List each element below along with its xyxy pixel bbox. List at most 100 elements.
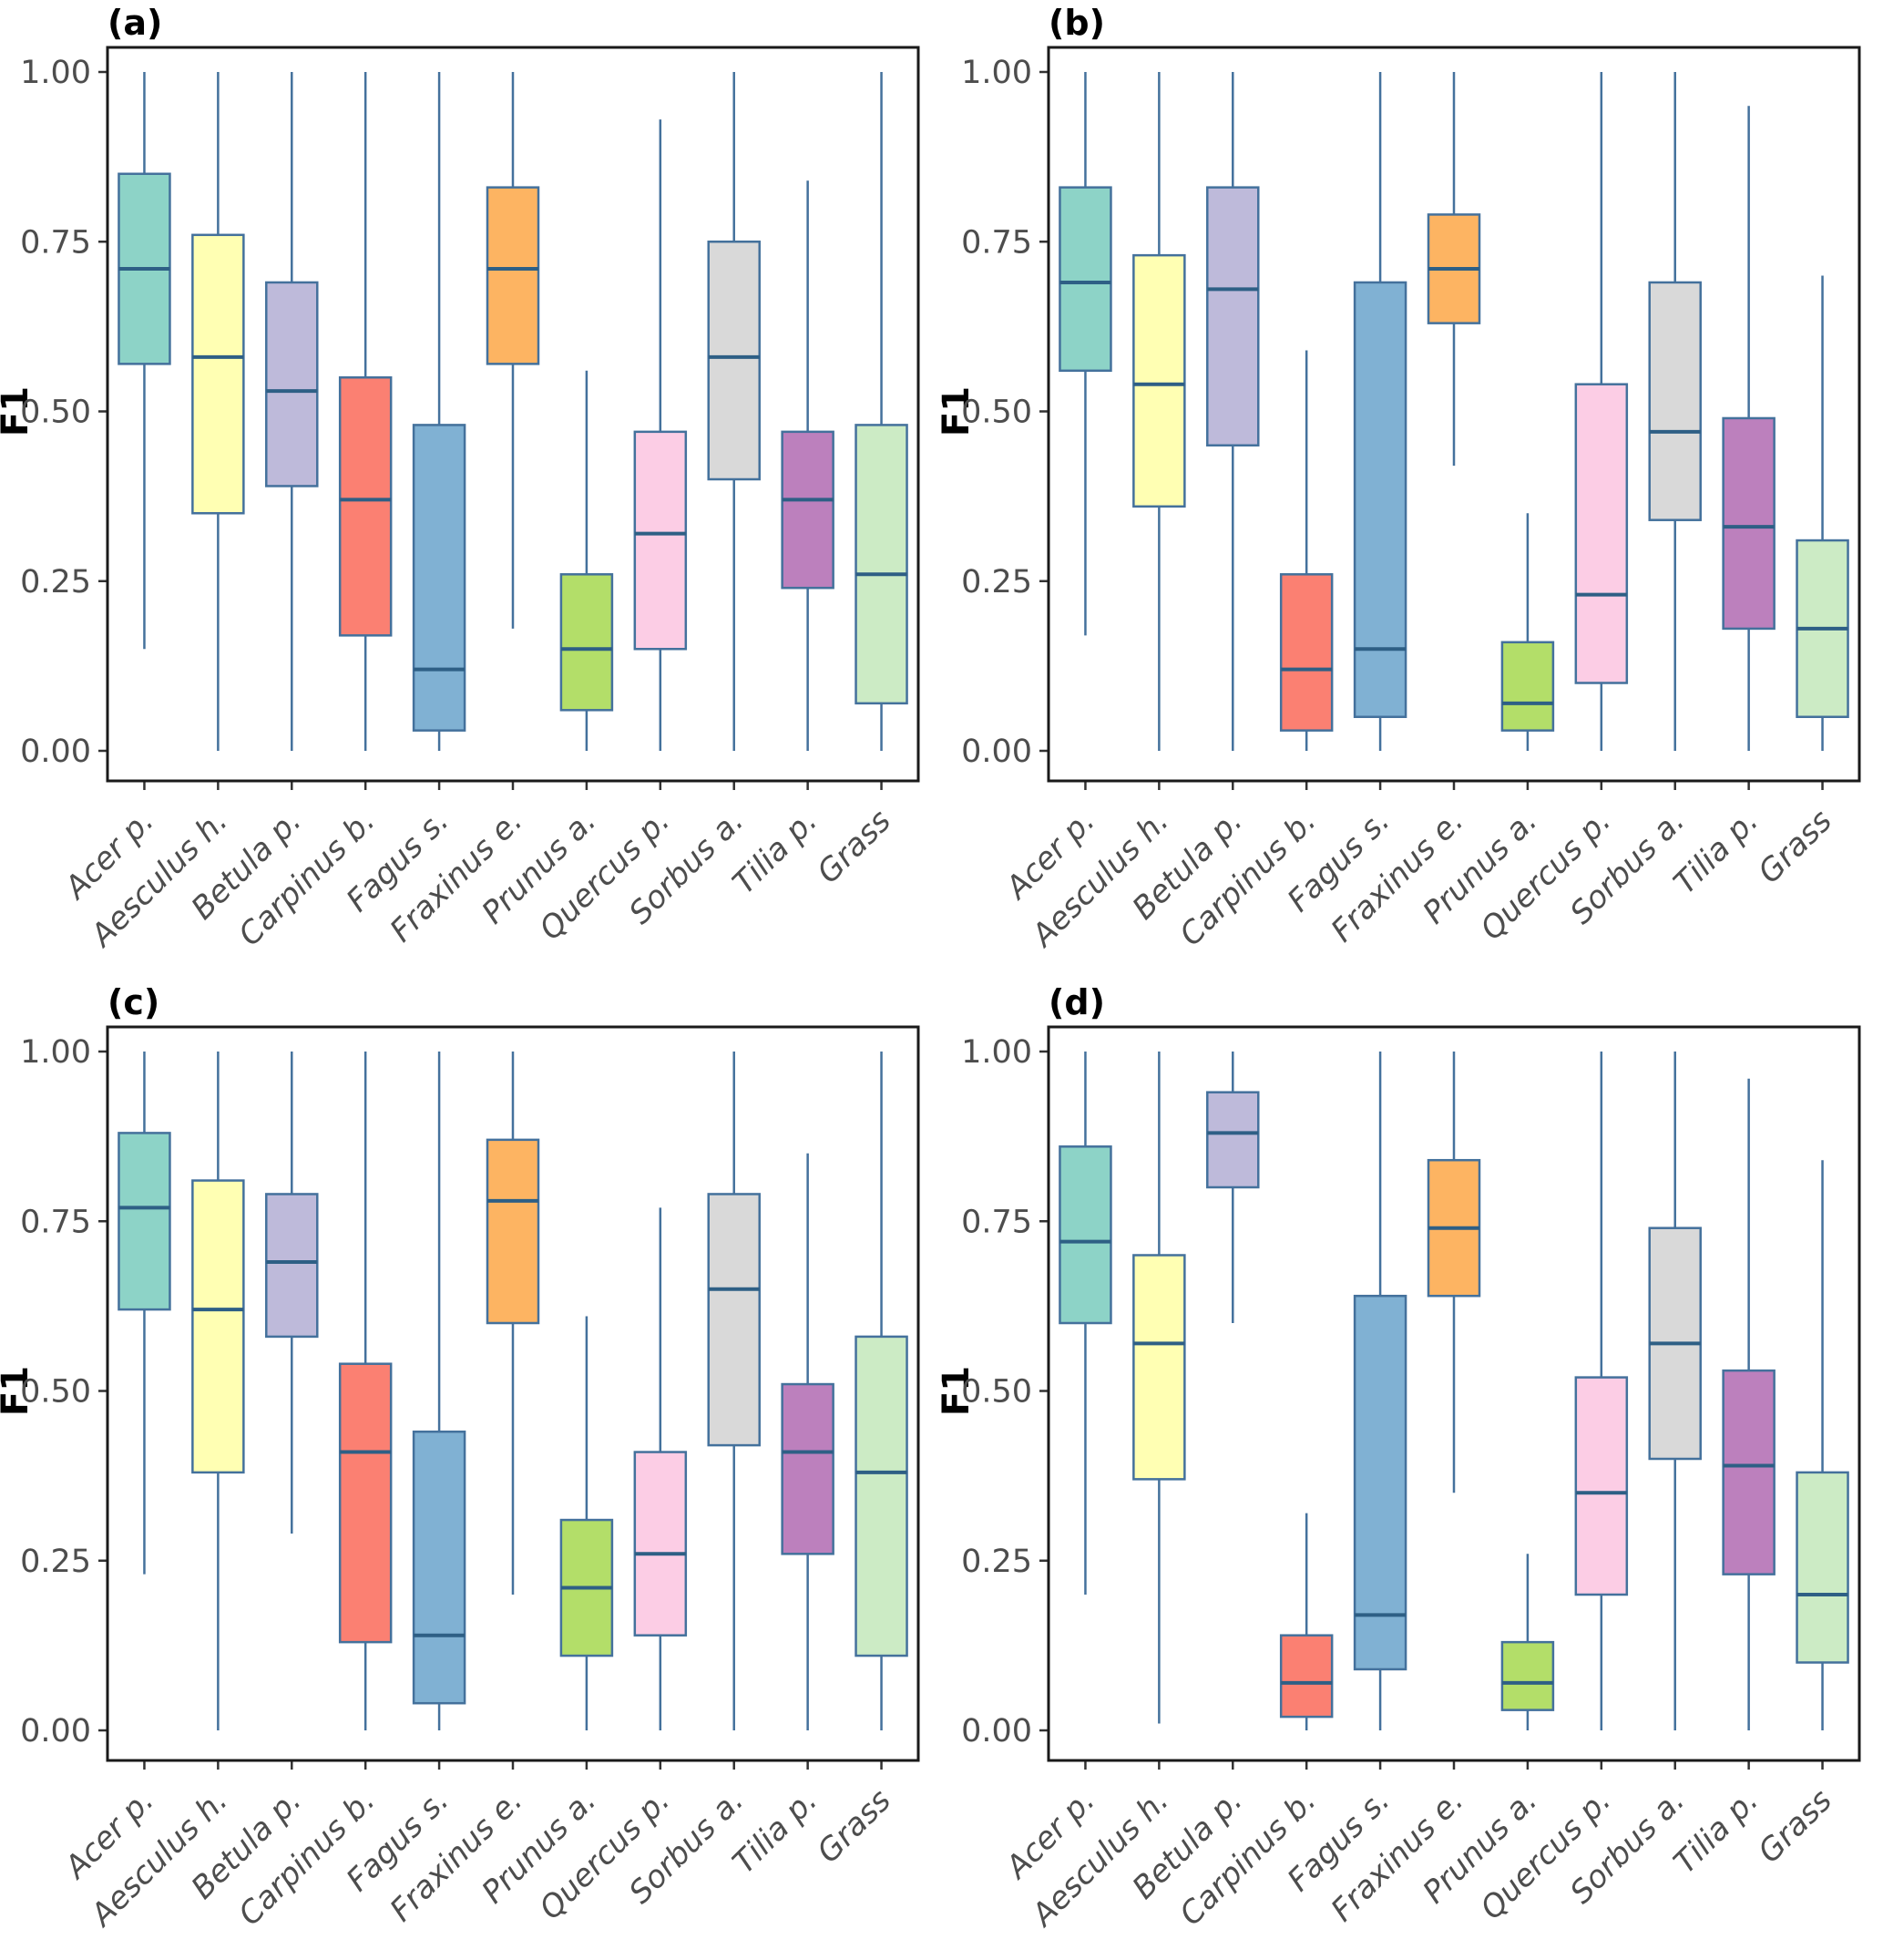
box-sorbus-a [1648,72,1702,751]
y-tick-label: 0.75 [20,1204,91,1240]
y-tick-label: 0.25 [961,564,1032,600]
box-fagus-s [1353,72,1407,751]
iqr-box [781,1382,834,1555]
panel-b: (b) F1 0.00 0.25 0.50 0.75 1.00 Acer p. Aesculus… [941,0,1882,980]
iqr-box [265,1193,319,1339]
box-grass [855,72,908,751]
box-grass [855,1052,908,1730]
box-prunus-a [1500,1554,1555,1730]
box-tilia-p [1722,106,1776,751]
iqr-box [1279,573,1334,732]
y-axis-title: F1 [0,386,36,436]
iqr-box [633,430,688,651]
iqr-box [559,573,614,712]
y-tick-label: 1.00 [20,55,91,91]
box-quercus-p [633,1207,688,1730]
x-tick-label-tilia-p: Tilia p. [1667,803,1765,901]
box-carpinus-b [1279,1513,1334,1730]
box-quercus-p [1574,72,1629,751]
box-sorbus-a [1648,1052,1702,1730]
box-fraxinus-e [1427,1052,1481,1493]
panel-d: (d) F1 0.00 0.25 0.50 0.75 1.00 Acer p. Aesculus… [941,980,1882,1959]
iqr-box [1059,186,1112,373]
y-tick-label: 0.50 [961,395,1032,431]
y-axis-title: F1 [0,1366,36,1416]
iqr-box [1500,1640,1555,1711]
iqr-box [1722,1369,1776,1575]
iqr-box [191,233,245,515]
iqr-box [1574,383,1629,684]
iqr-box [633,1451,688,1637]
plot-border [1047,46,1861,783]
x-tick-label-tilia-p: Tilia p. [1667,1782,1765,1881]
iqr-box [1353,281,1407,718]
iqr-box [191,1179,245,1474]
iqr-box [412,424,466,732]
iqr-box [486,186,540,365]
box-grass [1796,1160,1849,1730]
box-prunus-a [559,1316,614,1730]
y-tick-label: 0.00 [20,734,91,770]
y-tick-label: 0.00 [961,734,1032,770]
box-fagus-s [1353,1052,1407,1730]
box-acer-p [118,1052,171,1575]
box-betula-p [265,1052,319,1534]
y-tick-label: 1.00 [961,1034,1032,1071]
box-acer-p [118,72,171,650]
box-aesculus-h [191,72,245,751]
plot-border [1047,1025,1861,1762]
iqr-box [1132,1254,1186,1481]
y-axis-title: F1 [941,1366,977,1416]
x-tick-label-tilia-p: Tilia p. [726,803,824,901]
box-fraxinus-e [486,1052,540,1595]
iqr-box [486,1138,540,1325]
iqr-box [781,430,834,590]
iqr-box [1722,416,1776,631]
y-axis-title: F1 [941,386,977,436]
box-betula-p [1206,72,1260,751]
box-aesculus-h [1132,72,1186,751]
panel-a: (a) F1 0.00 0.25 0.50 0.75 1.00 Acer p. Aesculus… [0,0,941,980]
iqr-box [1206,186,1260,446]
iqr-box [855,424,908,705]
box-prunus-a [1500,513,1555,751]
box-sorbus-a [707,72,761,751]
box-quercus-p [1574,1052,1629,1730]
y-tick-label: 0.25 [20,564,91,600]
panel-label: (a) [107,3,162,43]
plot-border [106,46,920,783]
y-tick-label: 0.00 [20,1713,91,1750]
iqr-box [412,1430,466,1705]
box-fraxinus-e [486,72,540,629]
iqr-box [338,376,393,637]
iqr-box [265,281,319,487]
y-tick-label: 0.25 [961,1544,1032,1580]
box-betula-p [1206,1052,1260,1323]
panel-label: (c) [107,982,159,1022]
y-tick-label: 0.25 [20,1544,91,1580]
iqr-box [1500,641,1555,732]
x-tick-label-tilia-p: Tilia p. [726,1782,824,1881]
box-betula-p [265,72,319,751]
y-tick-label: 0.50 [961,1374,1032,1411]
box-grass [1796,275,1849,751]
y-tick-label: 0.00 [961,1713,1032,1750]
panel-c: (c) F1 0.00 0.25 0.50 0.75 1.00 Acer p. Aesculus… [0,980,941,1959]
y-tick-label: 0.75 [961,1204,1032,1240]
y-tick-label: 0.50 [20,1374,91,1411]
iqr-box [1059,1145,1112,1325]
iqr-box [855,1335,908,1657]
y-tick-label: 0.50 [20,395,91,431]
iqr-box [338,1362,393,1644]
panel-label: (d) [1049,982,1105,1022]
iqr-box [1132,253,1186,508]
panel-label: (b) [1049,3,1105,43]
box-fraxinus-e [1427,72,1481,467]
y-tick-label: 1.00 [20,1034,91,1071]
box-acer-p [1059,72,1112,636]
